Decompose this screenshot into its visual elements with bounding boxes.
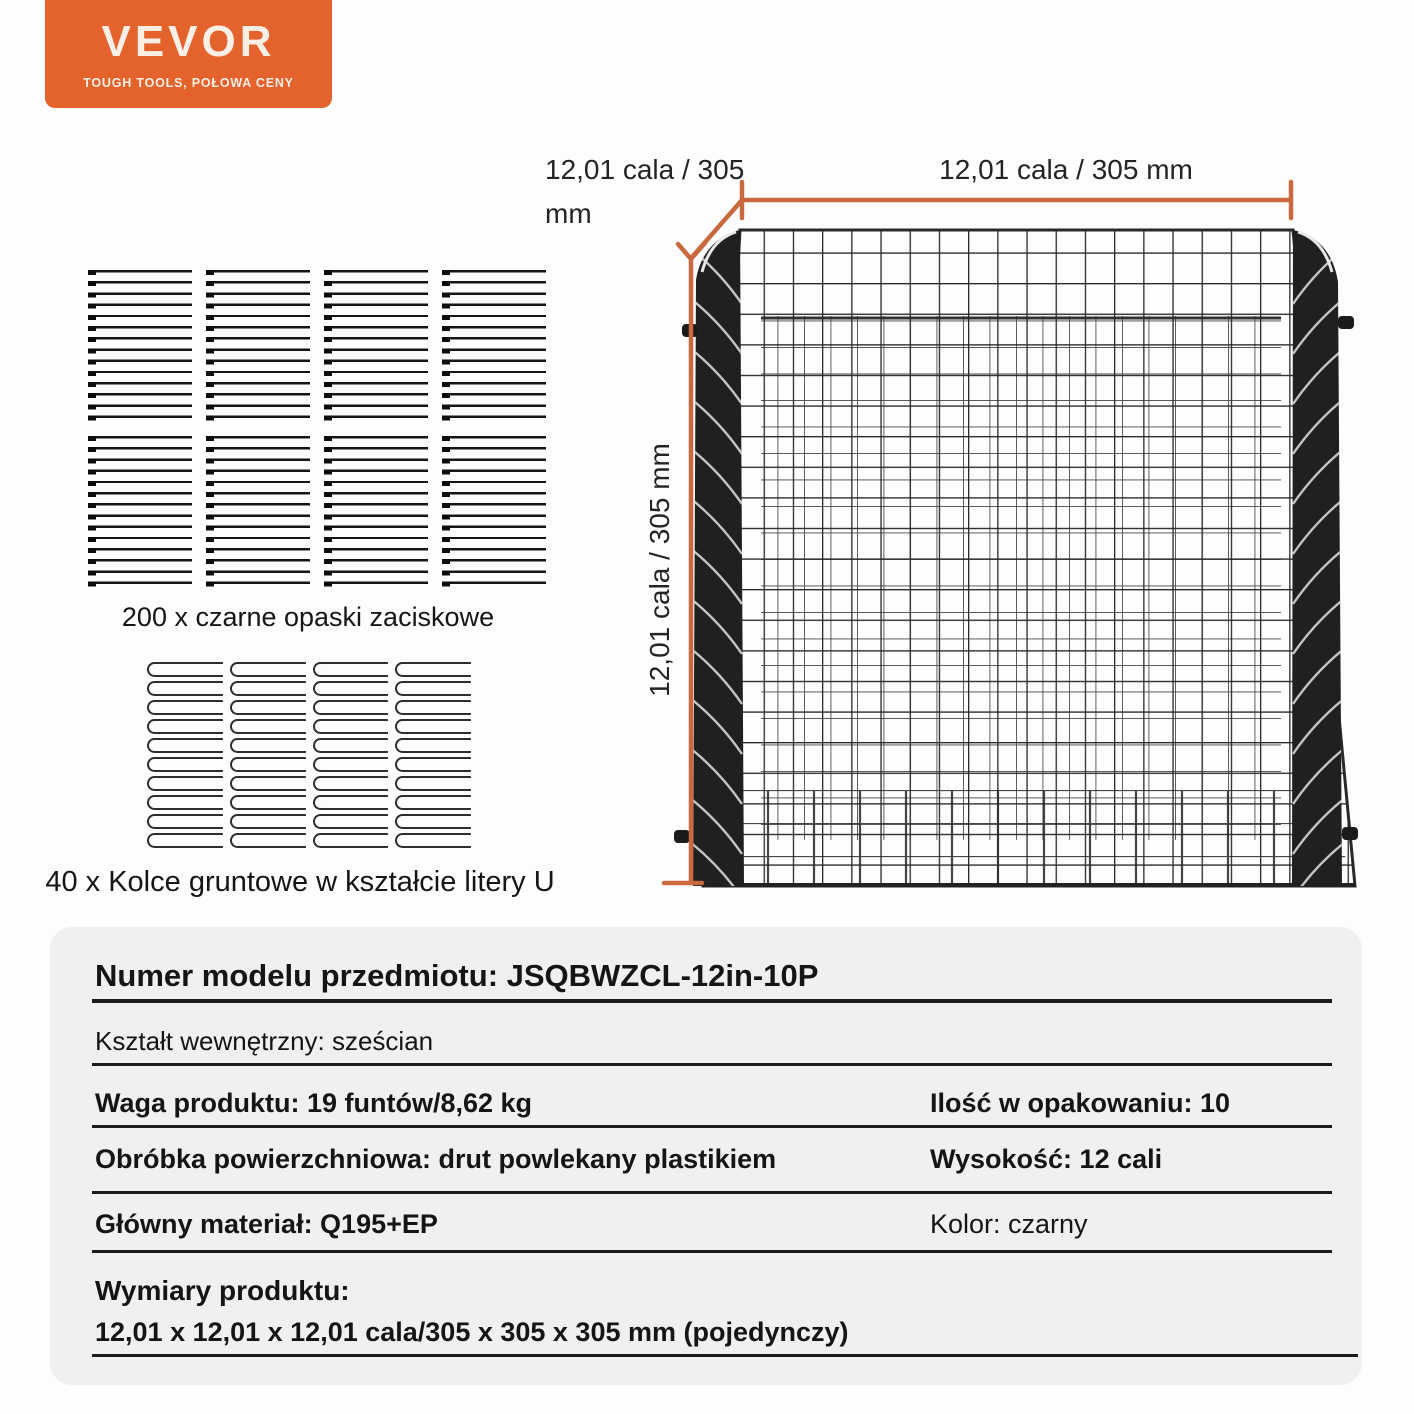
- u-stake: [229, 700, 306, 715]
- divider: [92, 1125, 1332, 1128]
- u-stake: [147, 662, 223, 677]
- u-stake: [312, 681, 389, 696]
- logo-tagline: TOUGH TOOLS, POŁOWA CENY: [83, 76, 294, 90]
- u-stake: [229, 833, 306, 848]
- u-stake: [312, 700, 389, 715]
- tie-bundle: [88, 436, 192, 592]
- spec-quantity: Ilość w opakowaniu: 10: [930, 1088, 1231, 1118]
- u-stake: [395, 776, 471, 791]
- u-stake: [395, 700, 471, 715]
- spec-model: Numer modelu przedmiotu: JSQBWZCL-12in-1…: [95, 958, 819, 993]
- cage-right-edge: [1292, 230, 1342, 886]
- width-dimension-label: 12,01 cala / 305 mm: [939, 154, 1193, 185]
- tie-bundle: [324, 270, 428, 426]
- height-dimension-label: 12,01 cala / 305 mm: [644, 443, 675, 697]
- u-stake: [229, 681, 306, 696]
- divider: [92, 1354, 1358, 1357]
- u-stake: [395, 814, 471, 829]
- divider: [92, 1250, 1332, 1253]
- cage-front-grid: [701, 228, 1357, 888]
- u-stake: [312, 719, 389, 734]
- tie-bundle: [324, 436, 428, 592]
- spec-inner-shape: Kształt wewnętrzny: sześcian: [95, 1026, 434, 1056]
- spec-surface-treatment: Obróbka powierzchniowa: drut powlekany p…: [95, 1144, 777, 1174]
- u-stake: [395, 795, 471, 810]
- divider: [92, 1191, 1332, 1194]
- logo-brand-text: VEVOR: [101, 17, 276, 66]
- u-stake: [229, 757, 306, 772]
- u-stake: [395, 738, 471, 753]
- u-stake: [312, 662, 389, 677]
- spec-weight: Waga produktu: 19 funtów/8,62 kg: [95, 1088, 533, 1118]
- u-stake: [147, 776, 223, 791]
- tie-column: [442, 270, 546, 592]
- u-stake: [395, 662, 471, 677]
- u-stake: [229, 776, 306, 791]
- u-stakes-caption: 40 x Kolce gruntowe w kształcie litery U: [45, 866, 555, 898]
- tie-bundle: [206, 436, 310, 592]
- spec-color: Kolor: czarny: [930, 1209, 1088, 1239]
- divider: [92, 999, 1332, 1003]
- u-stake: [147, 757, 223, 772]
- tie-column: [206, 270, 310, 592]
- u-stake: [312, 738, 389, 753]
- spec-height: Wysokość: 12 cali: [930, 1144, 1163, 1174]
- u-stake: [229, 814, 306, 829]
- spec-material: Główny materiał: Q195+EP: [95, 1209, 438, 1239]
- spec-dimensions-label: Wymiary produktu:: [95, 1275, 350, 1306]
- u-stake: [312, 814, 389, 829]
- u-stake: [147, 833, 223, 848]
- zip-ties-caption: 200 x czarne opaski zaciskowe: [121, 602, 495, 632]
- tie-bundle: [206, 270, 310, 426]
- depth-dimension-label: 12,01 cala / 305: [545, 154, 745, 185]
- u-stake: [229, 795, 306, 810]
- u-stakes-figure: [147, 662, 471, 848]
- vevor-logo: VEVOR TOUGH TOOLS, POŁOWA CENY: [45, 0, 332, 108]
- u-stake: [395, 681, 471, 696]
- cage-diagram: 12,01 cala / 305 mm 12,01 cala / 305 mm …: [530, 130, 1410, 910]
- u-stake: [147, 719, 223, 734]
- u-stake: [229, 662, 306, 677]
- zip-ties-figure: [88, 270, 546, 592]
- u-stake: [147, 795, 223, 810]
- u-stake: [147, 814, 223, 829]
- tie-bundle: [442, 270, 546, 426]
- tie-bundle: [88, 270, 192, 426]
- u-stake: [229, 738, 306, 753]
- tie-bundle: [442, 436, 546, 592]
- tie-column: [324, 270, 428, 592]
- spec-table: Numer modelu przedmiotu: JSQBWZCL-12in-1…: [50, 927, 1362, 1385]
- u-stake: [147, 700, 223, 715]
- u-stake: [395, 833, 471, 848]
- u-stake: [312, 757, 389, 772]
- cage-left-edge: [693, 230, 744, 886]
- spec-dimensions-value: 12,01 x 12,01 x 12,01 cala/305 x 305 x 3…: [95, 1317, 849, 1347]
- cage-drawing: [661, 179, 1358, 888]
- u-stake: [312, 776, 389, 791]
- u-stake: [229, 719, 306, 734]
- u-stake: [312, 833, 389, 848]
- u-stake: [395, 757, 471, 772]
- dimension-line-height: [661, 255, 705, 886]
- u-stake: [395, 719, 471, 734]
- tie-column: [88, 270, 192, 592]
- dimension-line-width: [739, 179, 1294, 221]
- divider: [92, 1063, 1332, 1066]
- u-stake: [312, 795, 389, 810]
- u-stake: [147, 681, 223, 696]
- depth-dimension-label-unit: mm: [545, 198, 592, 229]
- u-stake: [147, 738, 223, 753]
